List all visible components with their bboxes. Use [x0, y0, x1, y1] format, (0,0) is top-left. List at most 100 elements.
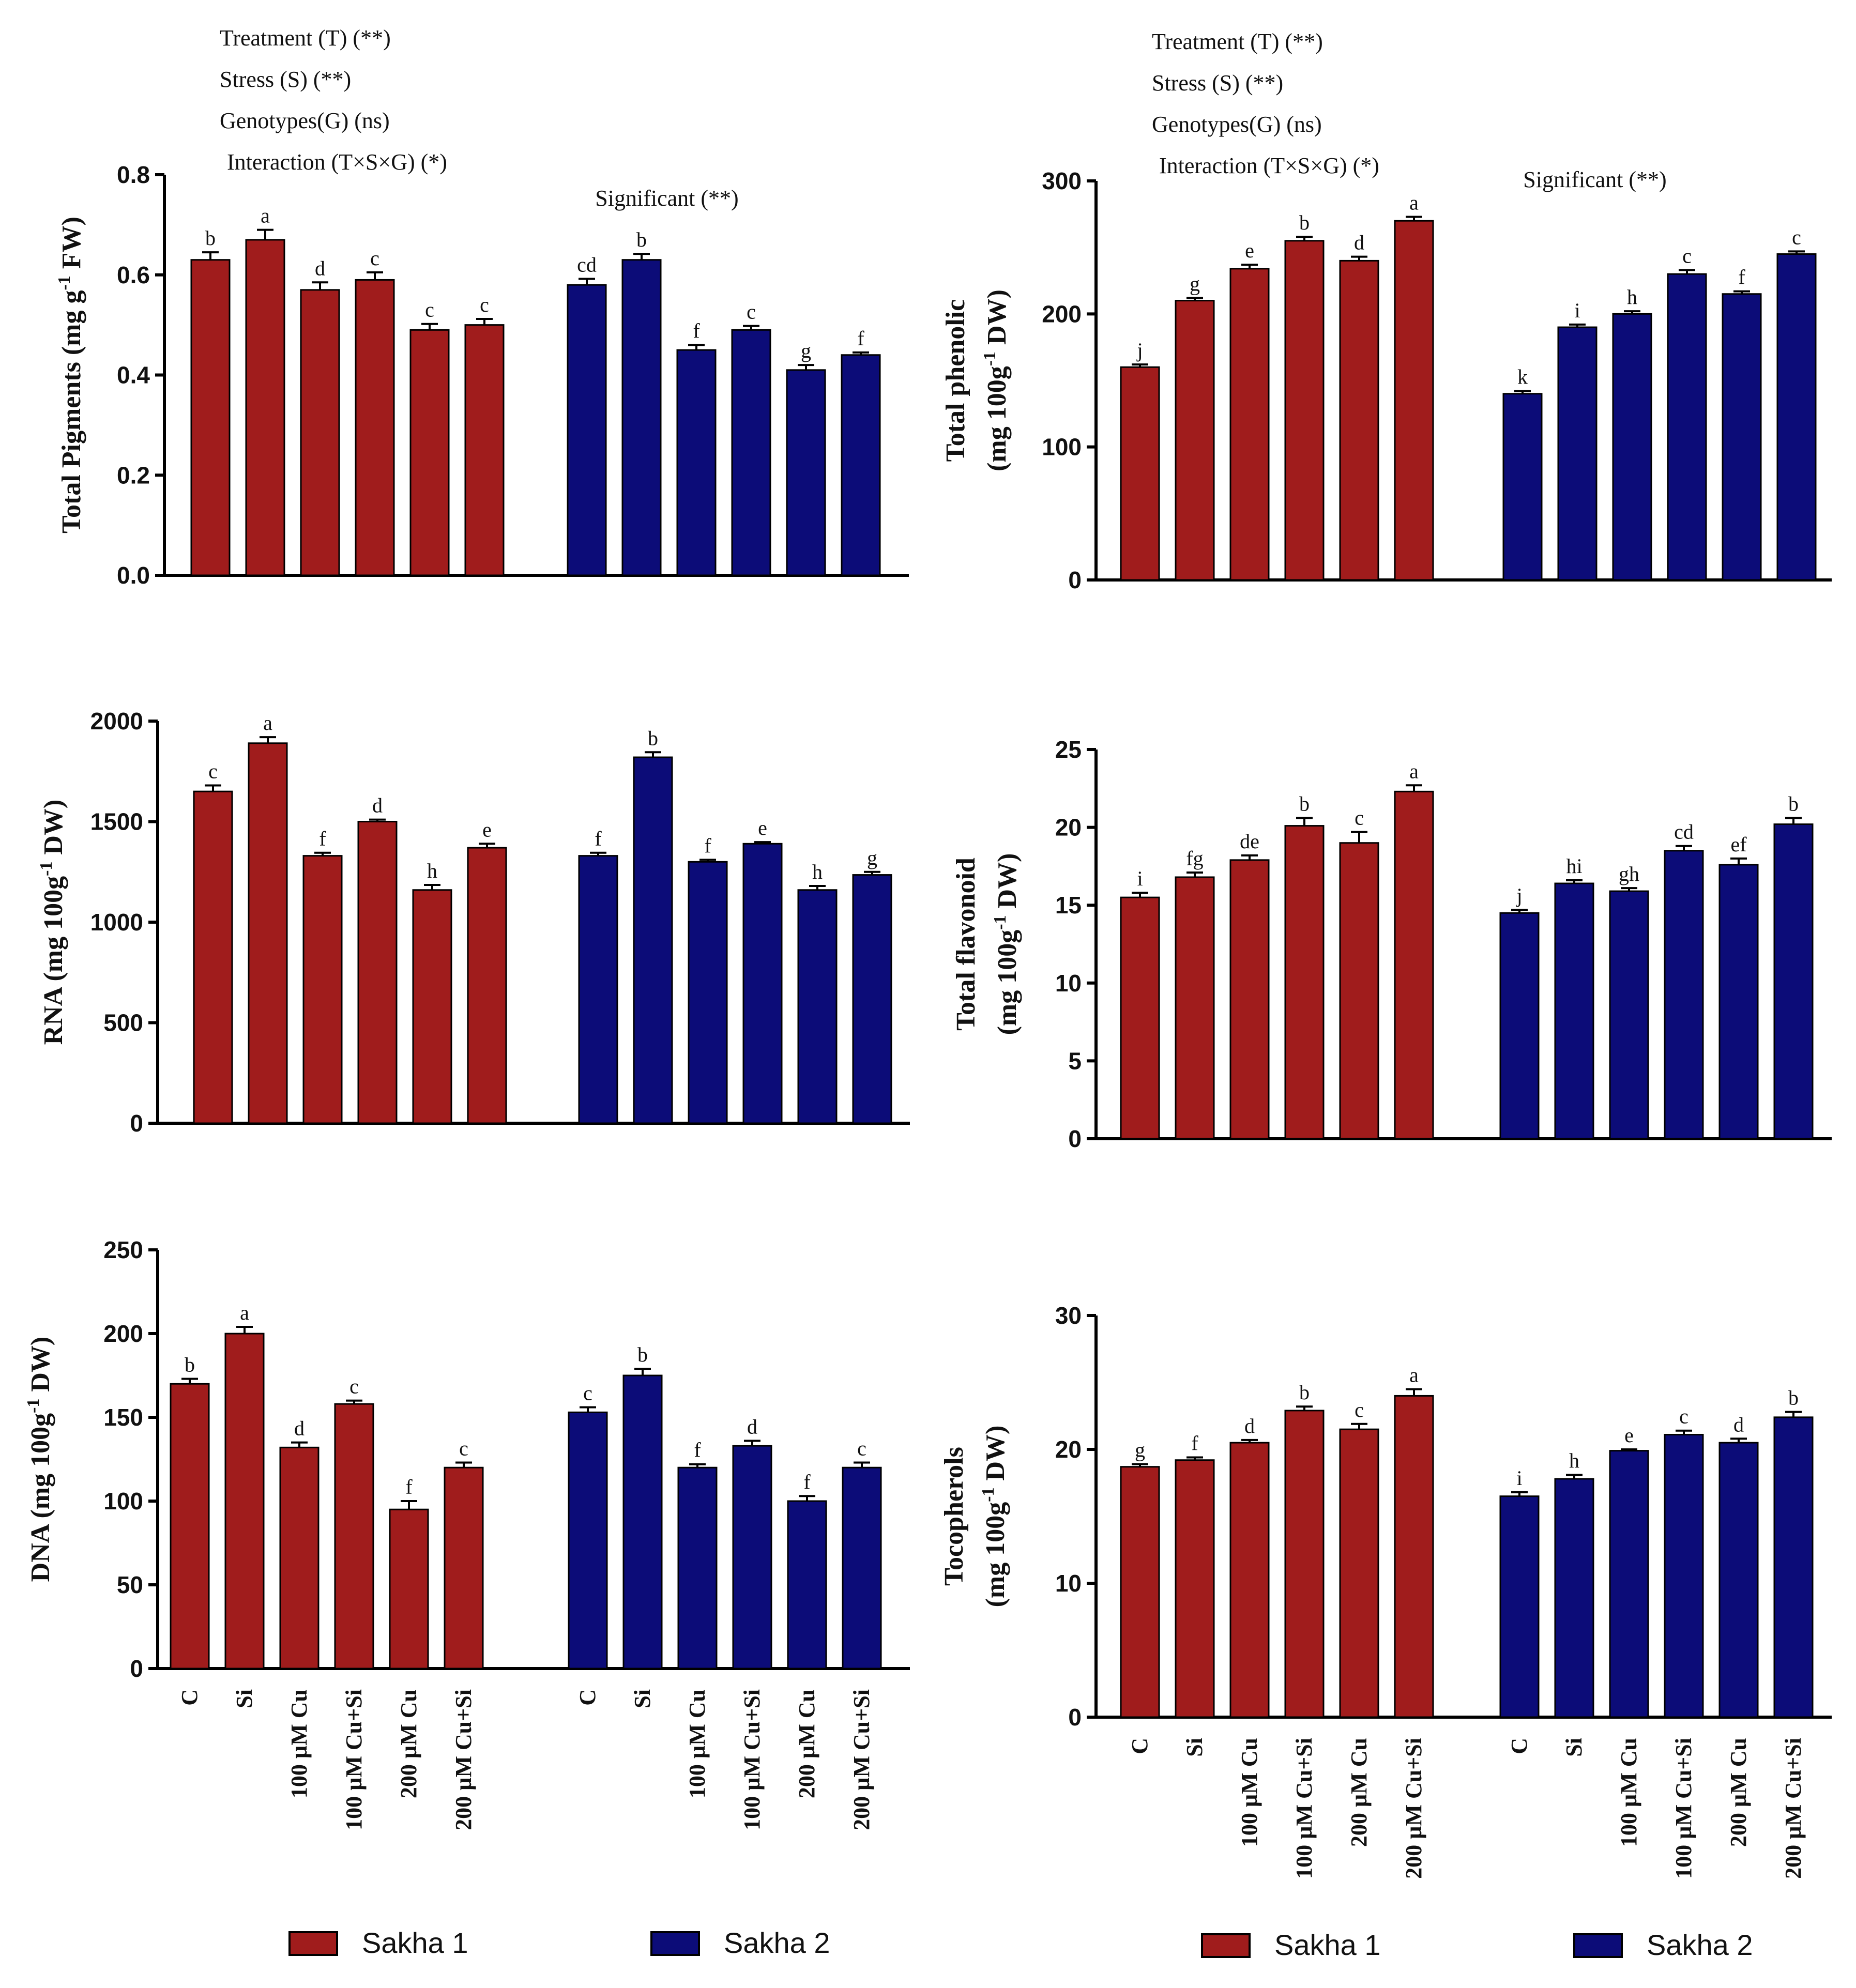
y-axis-label-unit: DW)	[39, 800, 68, 862]
y-tick-label: 0.8	[117, 161, 150, 188]
bar-sakha1-4	[355, 279, 395, 576]
significance-letter: hi	[1566, 854, 1582, 878]
bar-sakha1-2	[245, 239, 285, 576]
y-tick-label: 1500	[90, 808, 143, 835]
bar-sakha1-5	[1339, 259, 1379, 581]
x-category-label: 100 µM Cu	[684, 1689, 710, 1798]
bar-sakha1-1	[1120, 1466, 1160, 1718]
bar-sakha2-3	[688, 861, 728, 1124]
significance-letter: f	[803, 1470, 811, 1493]
bar-sakha1-3	[1229, 268, 1270, 581]
stat-line: Genotypes(G) (ns)	[220, 108, 390, 133]
significance-letter: e	[758, 816, 767, 839]
stat-line: Treatment (T) (**)	[1152, 29, 1323, 54]
y-tick-label: 100	[1042, 434, 1082, 461]
x-category-label: Si	[1561, 1738, 1587, 1757]
significance-letter: d	[1244, 1414, 1255, 1438]
significance-letter: e	[482, 818, 492, 841]
y-axis-label: Total phenolic	[941, 299, 970, 462]
bar-sakha1-6	[1394, 1395, 1434, 1718]
bar-sakha2-2	[1554, 882, 1594, 1140]
bar-sakha2-2	[1557, 326, 1598, 581]
chart-panel-2: 0 100 200 300 j g e b d a k i h c f c Total phenolic (mg …	[941, 29, 1832, 593]
significance-letter: f	[693, 319, 700, 342]
bar-sakha2-5	[1718, 864, 1759, 1140]
significance-letter: c	[747, 300, 756, 324]
significance-letter: f	[319, 827, 326, 850]
chart-panel-1: 0.0 0.2 0.4 0.6 0.8 b a d c c c cd b f c g f Total Pigmen…	[55, 25, 909, 589]
bar-sakha1-4	[334, 1403, 374, 1670]
bar-sakha2-3	[1609, 890, 1649, 1140]
significance-letter: g	[867, 846, 877, 869]
bar-sakha2-6	[841, 354, 881, 576]
bar-sakha1-5	[389, 1508, 429, 1670]
significance-letter: d	[372, 794, 383, 817]
y-axis-label-sup: -1	[991, 915, 1010, 929]
y-tick-label: 50	[117, 1571, 143, 1598]
y-tick-label: 0	[1068, 567, 1082, 593]
y-axis-label: DNA (mg 100g-1 DW)	[24, 1337, 55, 1582]
significance-letter: f	[405, 1475, 413, 1498]
bar-sakha1-1	[190, 259, 231, 576]
bar-sakha2-2	[622, 1374, 663, 1670]
y-tick-label: 0	[130, 1655, 143, 1682]
y-axis-label-sup: -1	[37, 862, 56, 876]
legend-label: Sakha 1	[362, 1926, 468, 1959]
significance-letter: a	[240, 1301, 249, 1324]
bar-sakha1-1	[1120, 366, 1160, 581]
legend-label: Sakha 2	[1647, 1929, 1753, 1961]
legend-swatch-sakha2	[650, 1931, 700, 1956]
bar-sakha1-2	[1175, 876, 1215, 1140]
y-axis-label-unit: DW)	[982, 289, 1012, 351]
stat-line: Stress (S) (**)	[1152, 70, 1283, 96]
significance-letter: c	[425, 298, 434, 322]
bar-sakha1-4	[1284, 1410, 1325, 1718]
bar-sakha1-6	[444, 1466, 484, 1670]
stat-line: Treatment (T) (**)	[220, 25, 391, 51]
y-axis-label-unit: DW)	[981, 1426, 1010, 1488]
bar-sakha1-6	[464, 324, 505, 576]
bar-sakha2-3	[1612, 313, 1652, 581]
y-axis-label-unit: DW)	[993, 853, 1022, 915]
significance-letter: d	[747, 1415, 757, 1438]
stat-line: Interaction (T×S×G) (*)	[1159, 153, 1379, 178]
x-category-label: C	[1507, 1738, 1532, 1754]
significance-letter: f	[704, 834, 711, 857]
y-axis-label-unit: FW)	[57, 217, 86, 276]
significance-letter: g	[801, 339, 811, 362]
bar-sakha2-3	[676, 349, 717, 576]
y-axis-label-unit: DW)	[26, 1337, 55, 1399]
x-category-label: Si	[1182, 1738, 1207, 1757]
significance-letter: h	[427, 859, 437, 882]
y-axis-label-text: DNA (mg 100g	[26, 1413, 55, 1582]
significance-letter: b	[185, 1353, 195, 1376]
y-tick-label: 150	[103, 1404, 143, 1431]
significance-letter: h	[812, 860, 823, 883]
bar-sakha1-5	[1339, 842, 1379, 1140]
bar-sakha1-3	[279, 1446, 320, 1670]
x-category-label: Si	[232, 1689, 257, 1708]
significance-letter: c	[208, 759, 218, 783]
bar-sakha2-5	[797, 889, 838, 1124]
y-axis-label-sup: -1	[24, 1399, 43, 1413]
x-category-label: 100 µM Cu+Si	[1291, 1738, 1317, 1879]
bar-sakha2-5	[1722, 293, 1762, 581]
y-tick-label: 1000	[90, 909, 143, 936]
legend-label: Sakha 1	[1274, 1929, 1381, 1961]
y-tick-label: 200	[1042, 300, 1082, 327]
significance-letter: d	[1354, 231, 1364, 254]
significance-letter: c	[583, 1382, 592, 1405]
bar-sakha1-1	[193, 790, 233, 1124]
bar-sakha2-4	[1664, 1434, 1704, 1718]
y-axis-label-sup: -1	[979, 1487, 998, 1502]
significance-letter: a	[1409, 191, 1419, 214]
x-category-label: 100 µM Cu	[1616, 1738, 1641, 1847]
bar-sakha1-2	[1175, 1459, 1215, 1718]
chart-panel-6: 0 10 20 30 g f d b c a i h e c d b Tocopherols (mg 100g-1…	[939, 1302, 1832, 1879]
bar-sakha2-2	[1554, 1478, 1594, 1718]
significance-letter: d	[294, 1417, 305, 1440]
significance-letter: c	[857, 1436, 866, 1460]
legend-2: Sakha 1 Sakha 2	[1201, 1929, 1753, 1961]
y-axis-label-units-text: (mg 100g	[981, 1502, 1010, 1608]
y-tick-label: 0.2	[117, 462, 150, 488]
